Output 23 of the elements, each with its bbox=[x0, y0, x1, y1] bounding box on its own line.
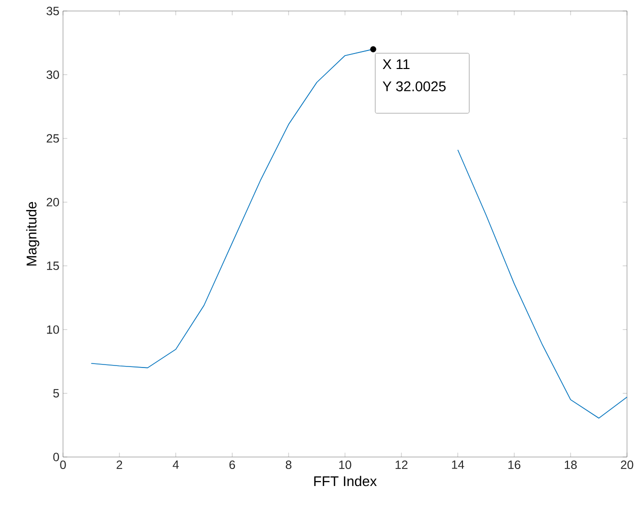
y-axis-title: Magnitude bbox=[26, 202, 40, 266]
y-tick-label: 0 bbox=[53, 452, 60, 462]
y-tick-label: 10 bbox=[47, 325, 60, 334]
y-tick-label: 35 bbox=[46, 6, 59, 16]
x-tick-label: 10 bbox=[339, 460, 352, 470]
x-tick-label: 2 bbox=[116, 460, 122, 469]
y-tick-label: 15 bbox=[47, 262, 59, 270]
y-tick-label: 30 bbox=[46, 70, 60, 79]
annotation: X 11 bbox=[382, 59, 410, 70]
y-tick-label: 20 bbox=[46, 198, 60, 206]
x-tick-label: 12 bbox=[396, 460, 408, 469]
x-tick-label: 20 bbox=[620, 460, 634, 470]
y-tick-label: 5 bbox=[53, 389, 59, 398]
annotation: Y 32.0025 bbox=[382, 81, 446, 92]
x-axis-title: FFT Index bbox=[314, 476, 377, 486]
x-tick-label: 16 bbox=[508, 460, 520, 470]
x-tick-label: 4 bbox=[172, 460, 179, 469]
x-tick-label: 6 bbox=[229, 460, 236, 470]
x-tick-label: 0 bbox=[60, 460, 66, 470]
x-tick-label: 8 bbox=[286, 460, 292, 470]
x-tick-label: 18 bbox=[564, 460, 577, 470]
y-tick-label: 25 bbox=[46, 134, 59, 143]
x-tick-label: 14 bbox=[452, 460, 464, 469]
